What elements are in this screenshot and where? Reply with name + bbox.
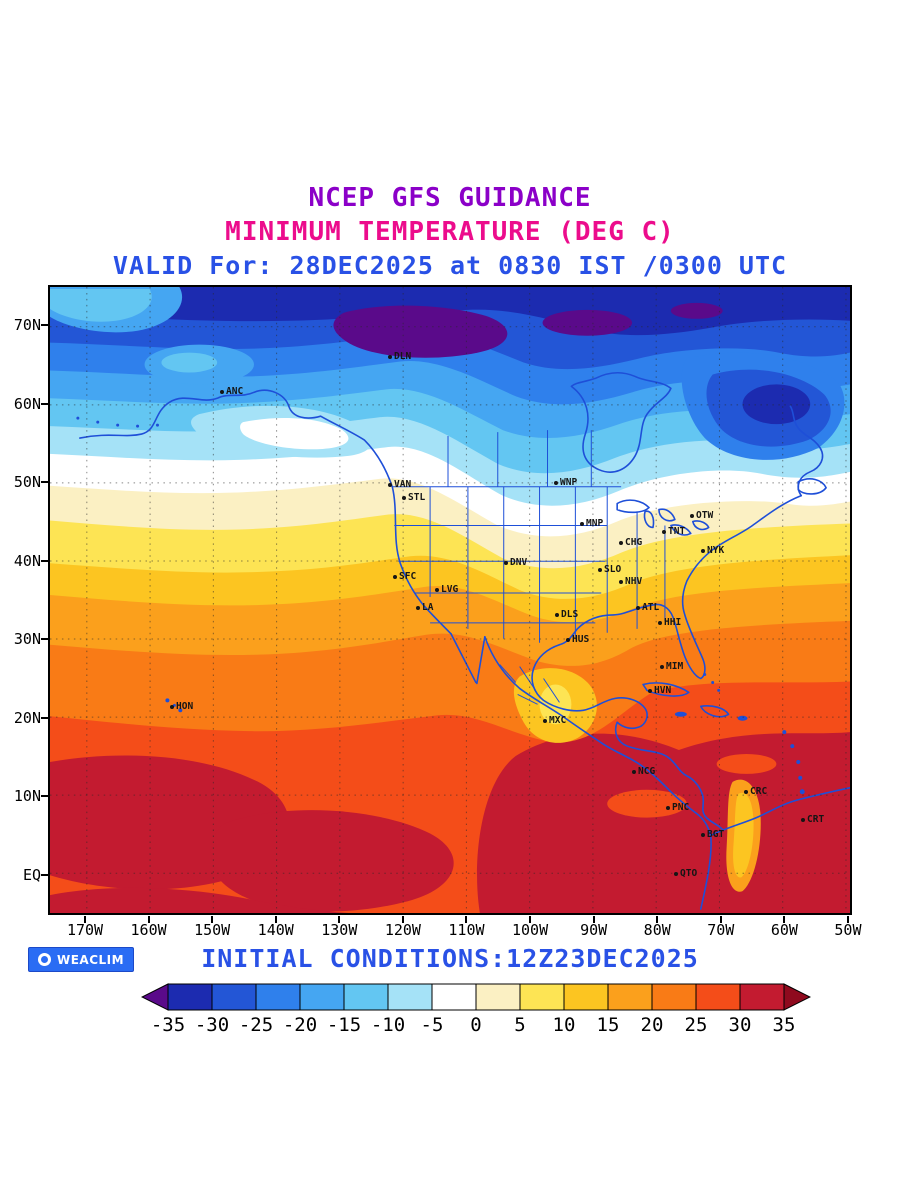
lon-tick-mark — [656, 916, 659, 923]
lon-tick-mark — [84, 916, 86, 923]
temperature-map — [50, 287, 850, 913]
colorbar-tick-label: -5 — [420, 1014, 444, 1036]
lon-tick-label: 120W — [384, 921, 421, 939]
lon-tick-mark — [529, 916, 532, 923]
lon-tick-mark — [465, 916, 468, 923]
weaclim-logo-icon — [38, 953, 51, 966]
colorbar-tick-label: -25 — [238, 1014, 274, 1036]
title-model: NCEP GFS GUIDANCE — [308, 183, 592, 213]
colorbar-tick-label: 35 — [772, 1014, 796, 1036]
lat-tick-mark — [41, 324, 48, 326]
colorbar-tick-label: 0 — [470, 1014, 482, 1036]
title-valid-time: VALID For: 28DEC2025 at 0830 IST /0300 U… — [112, 251, 788, 280]
colorbar-tick-label: 15 — [596, 1014, 620, 1036]
initial-conditions-text: INITIAL CONDITIONS:12Z23DEC2025 — [201, 944, 699, 973]
lat-tick-label: 20N — [13, 708, 41, 727]
temperature-bands — [50, 287, 850, 913]
lon-tick-label: 140W — [257, 921, 294, 939]
lon-tick-label: 90W — [580, 921, 608, 939]
lat-tick-mark — [41, 559, 48, 562]
lon-tick-mark — [274, 916, 277, 923]
lat-tick-mark — [41, 481, 48, 484]
lat-tick-mark — [41, 873, 48, 876]
colorbar-scale — [141, 983, 811, 1011]
island-dots — [76, 416, 805, 795]
lon-tick-mark — [401, 916, 404, 923]
colorbar-tick-label: -30 — [194, 1014, 230, 1036]
lon-tick-mark — [783, 916, 786, 923]
lon-tick-mark — [211, 916, 214, 923]
lon-tick-label: 70W — [707, 921, 735, 939]
lon-tick-mark — [846, 916, 849, 923]
lon-tick-label: 110W — [448, 921, 485, 939]
lon-tick-mark — [147, 916, 150, 923]
lon-tick-label: 160W — [130, 921, 167, 939]
lat-lon-gridlines — [50, 287, 850, 913]
title-parameter: MINIMUM TEMPERATURE (DEG C) — [225, 217, 675, 247]
lat-tick-mark — [41, 716, 48, 719]
lon-tick-label: 170W — [66, 921, 104, 939]
lon-tick-label: 60W — [770, 921, 798, 939]
lat-tick-mark — [41, 402, 48, 405]
weaclim-logo: WEACLIM — [28, 947, 135, 972]
lat-tick-label: 10N — [13, 787, 41, 806]
colorbar-tick-label: -10 — [370, 1014, 406, 1036]
lon-tick-label: 130W — [321, 921, 358, 939]
colorbar-tick-label: -35 — [150, 1014, 186, 1036]
lon-tick-label: 100W — [511, 921, 549, 939]
lat-tick-label: 70N — [13, 316, 41, 334]
lat-tick-mark — [41, 638, 48, 641]
lat-tick-label: 60N — [13, 394, 41, 413]
colorbar-tick-label: 25 — [684, 1014, 708, 1036]
colorbar-labels: -35 -30 -25 -20 -15 -10 -5 0 5 10 15 20 25 30 35 — [141, 983, 811, 1045]
map-frame: DLN ANC VAN STL WNP MNP OTW TNT CHG NYK DNV SLO SFC N… — [48, 285, 852, 915]
state-borders — [392, 430, 666, 705]
lon-tick-mark — [719, 916, 722, 923]
lon-tick-mark — [338, 916, 341, 923]
lon-tick-label: 50W — [834, 921, 862, 939]
lat-tick-label: 50N — [13, 473, 41, 492]
coastlines — [79, 372, 850, 910]
colorbar-tick-label: 30 — [728, 1014, 752, 1036]
colorbar-tick-label: -15 — [326, 1014, 362, 1036]
colorbar-tick-label: 5 — [514, 1014, 526, 1036]
lat-tick-label: 40N — [13, 551, 41, 570]
lat-tick-mark — [41, 795, 48, 798]
temperature-colorbar: -35 -30 -25 -20 -15 -10 -5 0 5 10 15 20 25 30 35 — [141, 983, 811, 1045]
weaclim-logo-text: WEACLIM — [57, 952, 125, 967]
lat-tick-label: 30N — [13, 630, 41, 649]
colorbar-tick-label: 10 — [552, 1014, 576, 1036]
lon-tick-mark — [592, 916, 595, 923]
lon-tick-label: 80W — [643, 921, 671, 939]
colorbar-tick-label: -20 — [282, 1014, 318, 1036]
lat-tick-label: EQ — [22, 865, 41, 884]
colorbar-tick-label: 20 — [640, 1014, 664, 1036]
lon-tick-label: 150W — [194, 921, 231, 939]
